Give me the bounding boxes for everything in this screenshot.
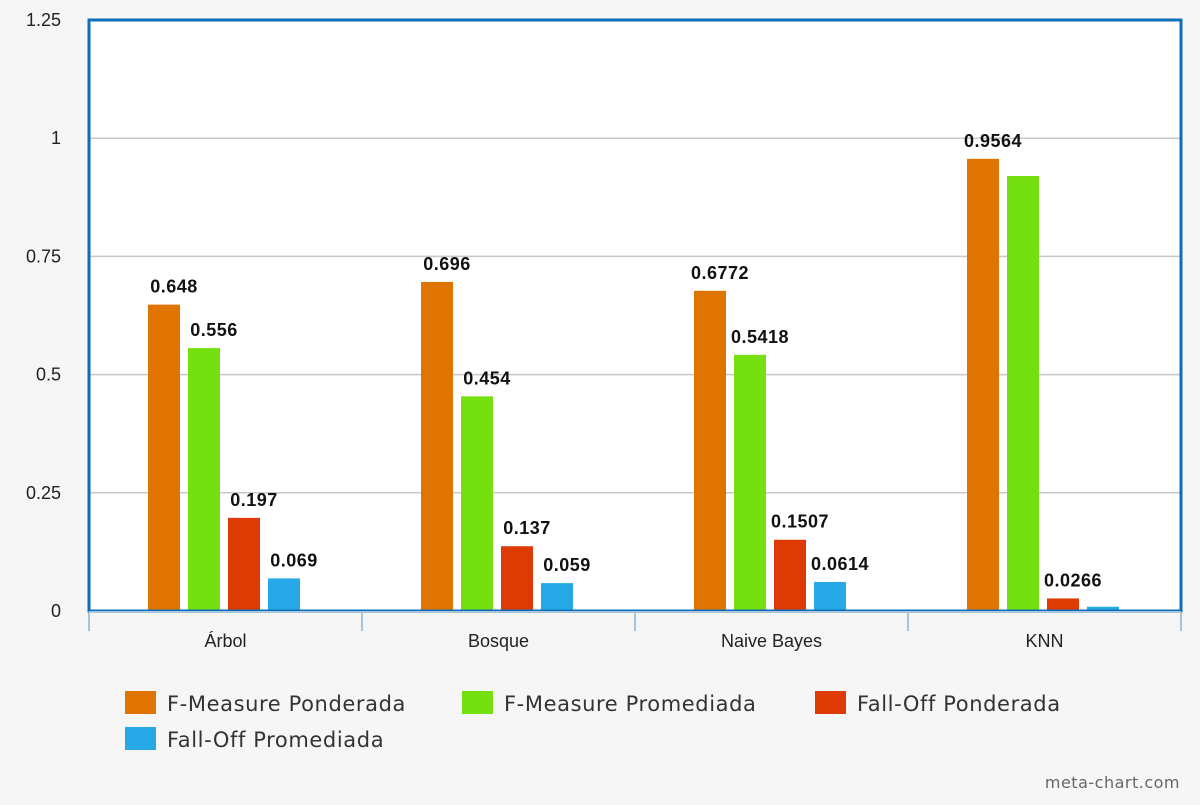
bar-2-3[interactable]	[1047, 598, 1079, 611]
bar-1-3[interactable]	[1007, 176, 1039, 611]
data-label: 0.197	[230, 490, 278, 510]
y-tick-label: 1.25	[26, 10, 61, 30]
y-tick-label: 0.5	[36, 365, 61, 385]
bar-2-1[interactable]	[501, 546, 533, 611]
bar-3-2[interactable]	[814, 582, 846, 611]
legend-swatch[interactable]	[125, 691, 156, 714]
bar-0-1[interactable]	[421, 282, 453, 611]
legend-swatch[interactable]	[125, 727, 156, 750]
bar-3-1[interactable]	[541, 583, 573, 611]
data-label: 0.059	[543, 555, 591, 575]
x-category-label: Árbol	[204, 631, 246, 651]
bar-2-2[interactable]	[774, 540, 806, 611]
legend-swatch[interactable]	[815, 691, 846, 714]
data-label: 0.9564	[964, 131, 1022, 151]
data-label: 0.556	[190, 320, 238, 340]
x-category-label: Bosque	[468, 631, 529, 651]
data-label: 0.069	[270, 550, 318, 570]
legend-label[interactable]: Fall-Off Promediada	[167, 728, 384, 752]
bar-1-2[interactable]	[734, 355, 766, 611]
y-tick-label: 0.75	[26, 246, 61, 266]
legend-label[interactable]: F-Measure Promediada	[504, 692, 757, 716]
bar-1-0[interactable]	[188, 348, 220, 611]
data-label: 0.648	[150, 277, 198, 297]
data-label: 0.454	[463, 368, 511, 388]
bar-0-3[interactable]	[967, 159, 999, 611]
data-label: 0.137	[503, 518, 551, 538]
bar-0-2[interactable]	[694, 291, 726, 611]
legend-label[interactable]: F-Measure Ponderada	[167, 692, 406, 716]
bar-0-0[interactable]	[148, 305, 180, 611]
watermark-text: meta-chart.com	[1045, 773, 1180, 792]
x-category-label: Naive Bayes	[721, 631, 822, 651]
data-label: 0.696	[423, 254, 471, 274]
legend-swatch[interactable]	[462, 691, 493, 714]
data-label: 0.0266	[1044, 570, 1102, 590]
x-category-label: KNN	[1025, 631, 1063, 651]
data-label: 0.0614	[811, 554, 869, 574]
data-label: 0.6772	[691, 263, 749, 283]
y-tick-label: 0	[51, 601, 61, 621]
data-label: 0.1507	[771, 512, 829, 532]
legend-label[interactable]: Fall-Off Ponderada	[857, 692, 1061, 716]
bar-3-0[interactable]	[268, 578, 300, 611]
data-label: 0.5418	[731, 327, 789, 347]
bar-2-0[interactable]	[228, 518, 260, 611]
y-tick-label: 1	[51, 128, 61, 148]
y-tick-label: 0.25	[26, 483, 61, 503]
bar-1-1[interactable]	[461, 396, 493, 611]
